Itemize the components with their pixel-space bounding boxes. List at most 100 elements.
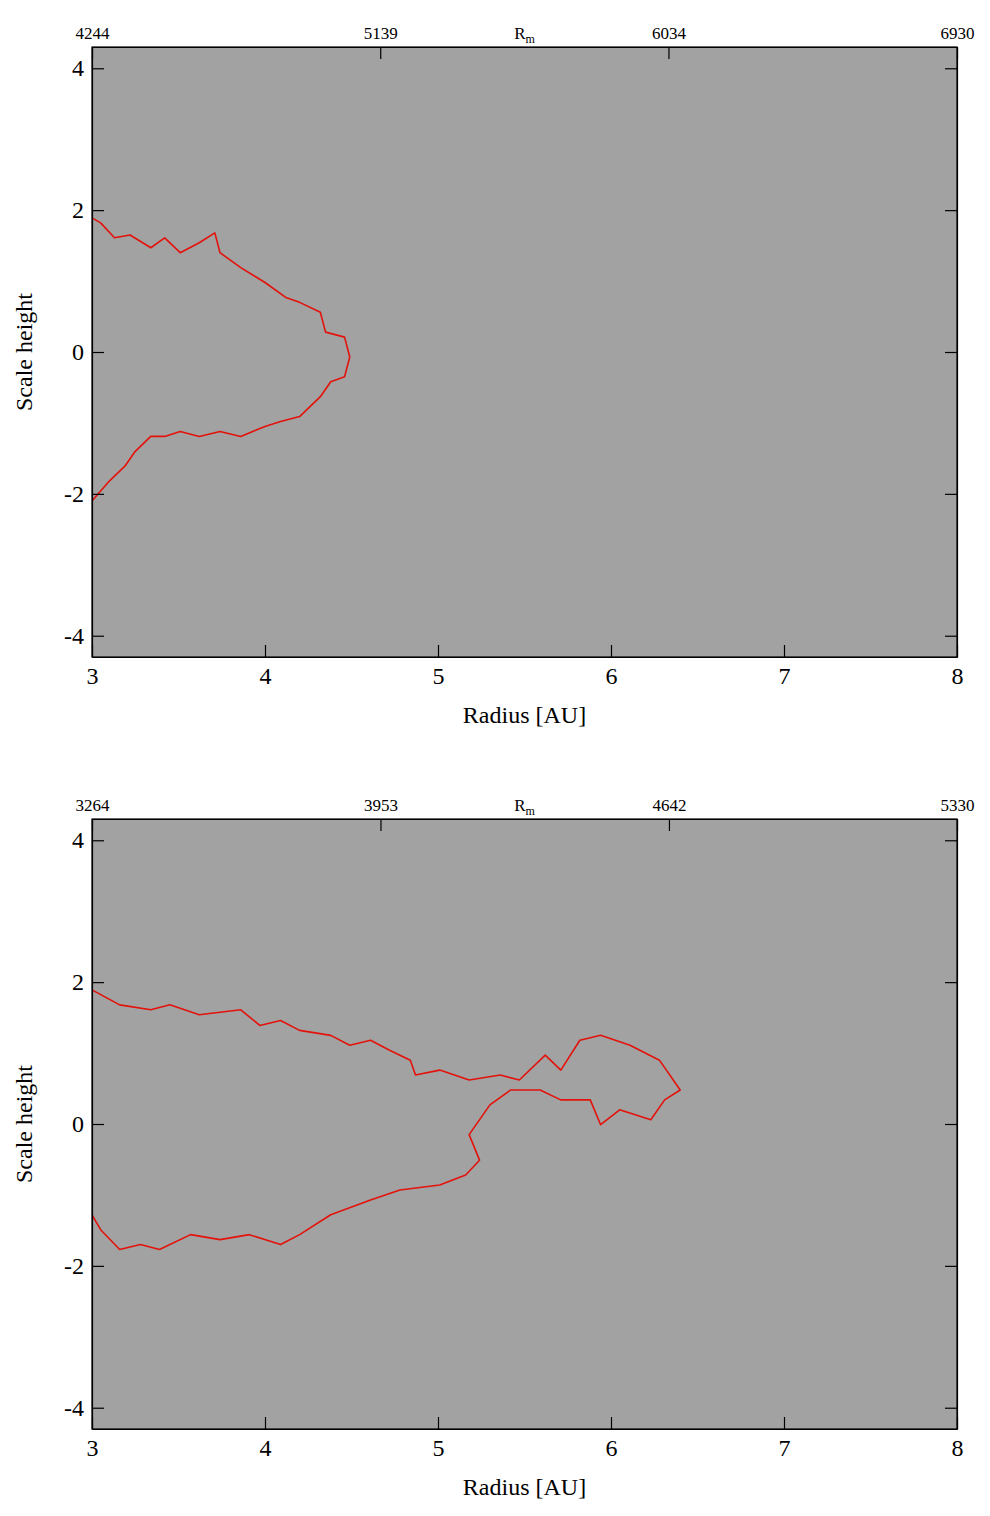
tick: 6034 [652, 24, 687, 59]
tick [945, 982, 957, 983]
plot-frame [92, 47, 957, 657]
tick: 4642 [652, 796, 686, 831]
tick-label: -4 [64, 623, 84, 649]
tick-label: 2 [72, 969, 84, 995]
tick: 5 [433, 645, 445, 689]
tick-label: 7 [779, 663, 791, 689]
tick: 5330 [941, 796, 975, 831]
tick-mark [945, 494, 957, 495]
axis-line [93, 47, 958, 48]
tick-label: 5330 [941, 796, 975, 815]
x2ticks-axis: 3264 3953 4642 5330 [76, 796, 975, 831]
y-axis-title: Scale height [11, 293, 37, 411]
tick-mark [92, 68, 104, 69]
tick-mark [92, 840, 104, 841]
tick-label: 7 [779, 1435, 791, 1461]
axis-line [93, 1429, 958, 1430]
tick-label: 5 [433, 663, 445, 689]
tick: 5 [433, 1417, 445, 1461]
tick-mark [92, 982, 104, 983]
tick-mark [380, 47, 381, 59]
tick: 3264 [76, 796, 111, 831]
tick-label: 8 [952, 1435, 964, 1461]
tick-mark [92, 494, 104, 495]
tick-mark [611, 1417, 612, 1429]
tick-label: 8 [952, 663, 964, 689]
tick-mark [668, 47, 669, 59]
tick: 5139 [364, 24, 398, 59]
yticks-axis: -4-2024 [64, 820, 104, 1430]
tick-mark [945, 68, 957, 69]
tick: -2 [64, 481, 104, 507]
plot-area [92, 218, 350, 501]
tick-label: 6 [606, 663, 618, 689]
yticks-mirror-axis [945, 820, 958, 1430]
tick [945, 352, 957, 353]
contour-line [92, 990, 680, 1250]
axis-line [93, 657, 958, 658]
tick-mark [611, 645, 612, 657]
tick: 4 [260, 1417, 272, 1461]
tick-label: 3953 [364, 796, 398, 815]
tick-mark [945, 982, 957, 983]
tick-label: 4642 [652, 796, 686, 815]
axis-line [957, 48, 958, 658]
tick-mark [92, 1408, 104, 1409]
tick-label: 6930 [941, 24, 975, 43]
tick-mark [945, 840, 957, 841]
tick-mark [945, 1124, 957, 1125]
tick-mark [380, 819, 381, 831]
tick: 3953 [364, 796, 398, 831]
tick: 7 [779, 645, 791, 689]
tick-mark [945, 636, 957, 637]
tick [945, 1266, 957, 1267]
tick: -2 [64, 1253, 104, 1279]
tick-mark [945, 1266, 957, 1267]
tick-label: 6034 [652, 24, 687, 43]
tick-mark [92, 47, 93, 59]
tick: 6930 [941, 24, 975, 59]
tick-mark [92, 1124, 104, 1125]
tick [945, 636, 957, 637]
yticks-mirror-axis [945, 48, 958, 658]
xticks-axis: 3 4 5 6 7 8 [87, 1417, 964, 1461]
tick [945, 494, 957, 495]
tick: 4 [260, 645, 272, 689]
x-axis-title: Radius [AU] [463, 1474, 586, 1500]
tick: -4 [64, 1395, 104, 1421]
tick-mark [669, 819, 670, 831]
tick: 2 [72, 969, 104, 995]
plot-area [92, 990, 680, 1250]
tick: 6 [606, 1417, 618, 1461]
yticks-axis: -4-2024 [64, 48, 104, 658]
figure: 345678-4-20244244513960346930RmRadius [A… [0, 0, 990, 1516]
plot-background [92, 819, 957, 1429]
panel: 345678-4-20244244513960346930RmRadius [A… [11, 24, 975, 728]
tick-mark [784, 1417, 785, 1429]
tick-mark [945, 352, 957, 353]
tick [945, 840, 957, 841]
tick-label: 4 [260, 663, 272, 689]
tick-label: 5139 [364, 24, 398, 43]
tick [945, 68, 957, 69]
tick-mark [957, 47, 958, 59]
tick-label: 4244 [76, 24, 111, 43]
tick-mark [945, 1408, 957, 1409]
contour-line [92, 218, 350, 501]
x2-axis-title: Rm [514, 796, 535, 818]
tick-mark [784, 645, 785, 657]
tick: 7 [779, 1417, 791, 1461]
chart-container: 345678-4-20244244513960346930RmRadius [A… [0, 0, 990, 1516]
tick-mark [92, 210, 104, 211]
tick-label: 3 [87, 1435, 99, 1461]
tick-label: -2 [64, 481, 84, 507]
axis-line [93, 819, 958, 820]
tick-mark [92, 1266, 104, 1267]
tick-mark [265, 1417, 266, 1429]
tick-label: 4 [72, 55, 84, 81]
tick-mark [265, 645, 266, 657]
tick-mark [945, 210, 957, 211]
tick-label: 6 [606, 1435, 618, 1461]
tick: 6 [606, 645, 618, 689]
xticks-axis: 345678 [87, 645, 964, 689]
